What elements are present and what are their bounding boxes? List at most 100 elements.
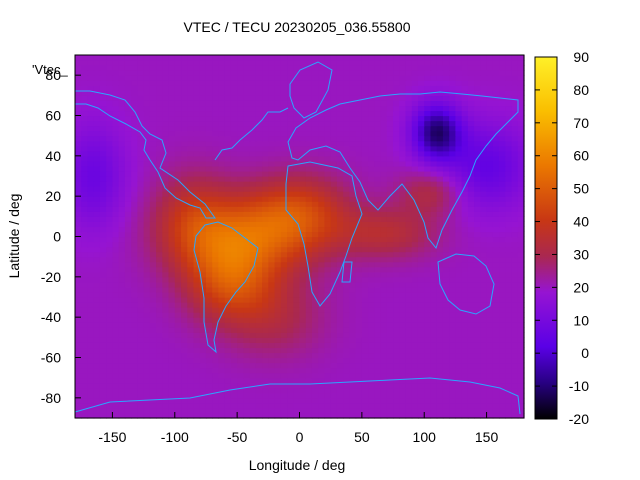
- heat-cell: [174, 342, 182, 349]
- heat-cell: [224, 176, 232, 182]
- heat-cell: [467, 352, 475, 359]
- heat-cell: [436, 100, 444, 107]
- heat-cell: [168, 332, 176, 338]
- heat-cell: [442, 382, 450, 389]
- heat-cell: [168, 342, 176, 349]
- heat-cell: [205, 332, 213, 338]
- heat-cell: [205, 312, 213, 318]
- heat-cell: [436, 302, 444, 308]
- heat-cell: [293, 70, 301, 76]
- heat-cell: [112, 312, 120, 318]
- heat-cell: [399, 130, 407, 137]
- heat-cell: [262, 256, 269, 263]
- heat-cell: [474, 70, 481, 76]
- heat-cell: [93, 362, 101, 369]
- heat-cell: [492, 276, 500, 283]
- heat-cell: [262, 342, 269, 349]
- heat-cell: [361, 140, 369, 147]
- heat-cell: [511, 140, 519, 147]
- heat-cell: [455, 246, 463, 253]
- heat-cell: [162, 286, 170, 293]
- heat-cell: [137, 85, 145, 91]
- heat-cell: [205, 276, 213, 283]
- heat-cell: [386, 392, 394, 399]
- heat-cell: [368, 165, 375, 172]
- heat-cell: [212, 281, 220, 288]
- heat-cell: [442, 322, 450, 328]
- heat-cell: [380, 256, 388, 263]
- heat-cell: [324, 221, 332, 228]
- heat-cell: [168, 130, 176, 137]
- heat-cell: [330, 297, 338, 303]
- heat-cell: [349, 70, 357, 76]
- heat-cell: [181, 357, 188, 364]
- heat-cell: [181, 181, 188, 187]
- heat-cell: [149, 412, 157, 419]
- heat-cell: [380, 352, 388, 359]
- heat-cell: [193, 130, 201, 137]
- heat-cell: [305, 150, 313, 157]
- heat-cell: [343, 307, 350, 313]
- heat-cell: [224, 362, 232, 369]
- heat-cell: [449, 362, 457, 369]
- heat-cell: [511, 150, 519, 157]
- heat-cell: [368, 337, 375, 343]
- heat-cell: [336, 150, 344, 157]
- heat-cell: [411, 165, 419, 172]
- heat-cell: [324, 322, 332, 328]
- heat-cell: [405, 392, 413, 399]
- heat-cell: [349, 342, 357, 349]
- heat-cell: [224, 236, 232, 243]
- heat-cell: [274, 150, 282, 157]
- heat-cell: [336, 276, 344, 283]
- heat-cell: [449, 80, 457, 86]
- heat-cell: [355, 181, 363, 187]
- heat-cell: [393, 105, 400, 112]
- heat-cell: [162, 251, 170, 258]
- heat-cell: [193, 317, 201, 323]
- heat-cell: [486, 231, 494, 238]
- heat-cell: [430, 165, 438, 172]
- heat-cell: [112, 387, 120, 394]
- heat-cell: [318, 281, 326, 288]
- heat-cell: [442, 251, 450, 258]
- heat-cell: [230, 302, 238, 308]
- heat-cell: [81, 170, 89, 177]
- heat-cell: [249, 196, 257, 202]
- heat-cell: [112, 332, 120, 338]
- heat-cell: [343, 261, 350, 268]
- heat-cell: [243, 170, 251, 177]
- heat-cell: [424, 206, 432, 212]
- heat-cell: [162, 105, 170, 112]
- heat-cell: [393, 145, 400, 152]
- heat-cell: [430, 95, 438, 101]
- heat-cell: [243, 377, 251, 384]
- heat-cell: [137, 95, 145, 101]
- heat-cell: [393, 216, 400, 222]
- heat-cell: [405, 352, 413, 359]
- heat-cell: [380, 231, 388, 238]
- heat-cell: [193, 75, 201, 81]
- heat-cell: [124, 347, 132, 354]
- heat-cell: [118, 347, 126, 354]
- heat-cell: [374, 271, 382, 278]
- heat-cell: [511, 271, 519, 278]
- heat-cell: [461, 367, 469, 374]
- heat-cell: [499, 352, 506, 359]
- heat-cell: [243, 407, 251, 414]
- heat-cell: [156, 186, 163, 192]
- heat-cell: [355, 307, 363, 313]
- heat-cell: [393, 211, 400, 217]
- heat-cell: [442, 402, 450, 409]
- heat-cell: [417, 110, 425, 117]
- heat-cell: [305, 145, 313, 152]
- heat-cell: [499, 271, 506, 278]
- heat-cell: [255, 125, 263, 132]
- heat-cell: [305, 347, 313, 354]
- heat-cell: [81, 276, 89, 283]
- heat-cell: [486, 307, 494, 313]
- heat-cell: [474, 130, 481, 137]
- heat-cell: [205, 281, 213, 288]
- heat-cell: [517, 155, 525, 162]
- heat-cell: [424, 130, 432, 137]
